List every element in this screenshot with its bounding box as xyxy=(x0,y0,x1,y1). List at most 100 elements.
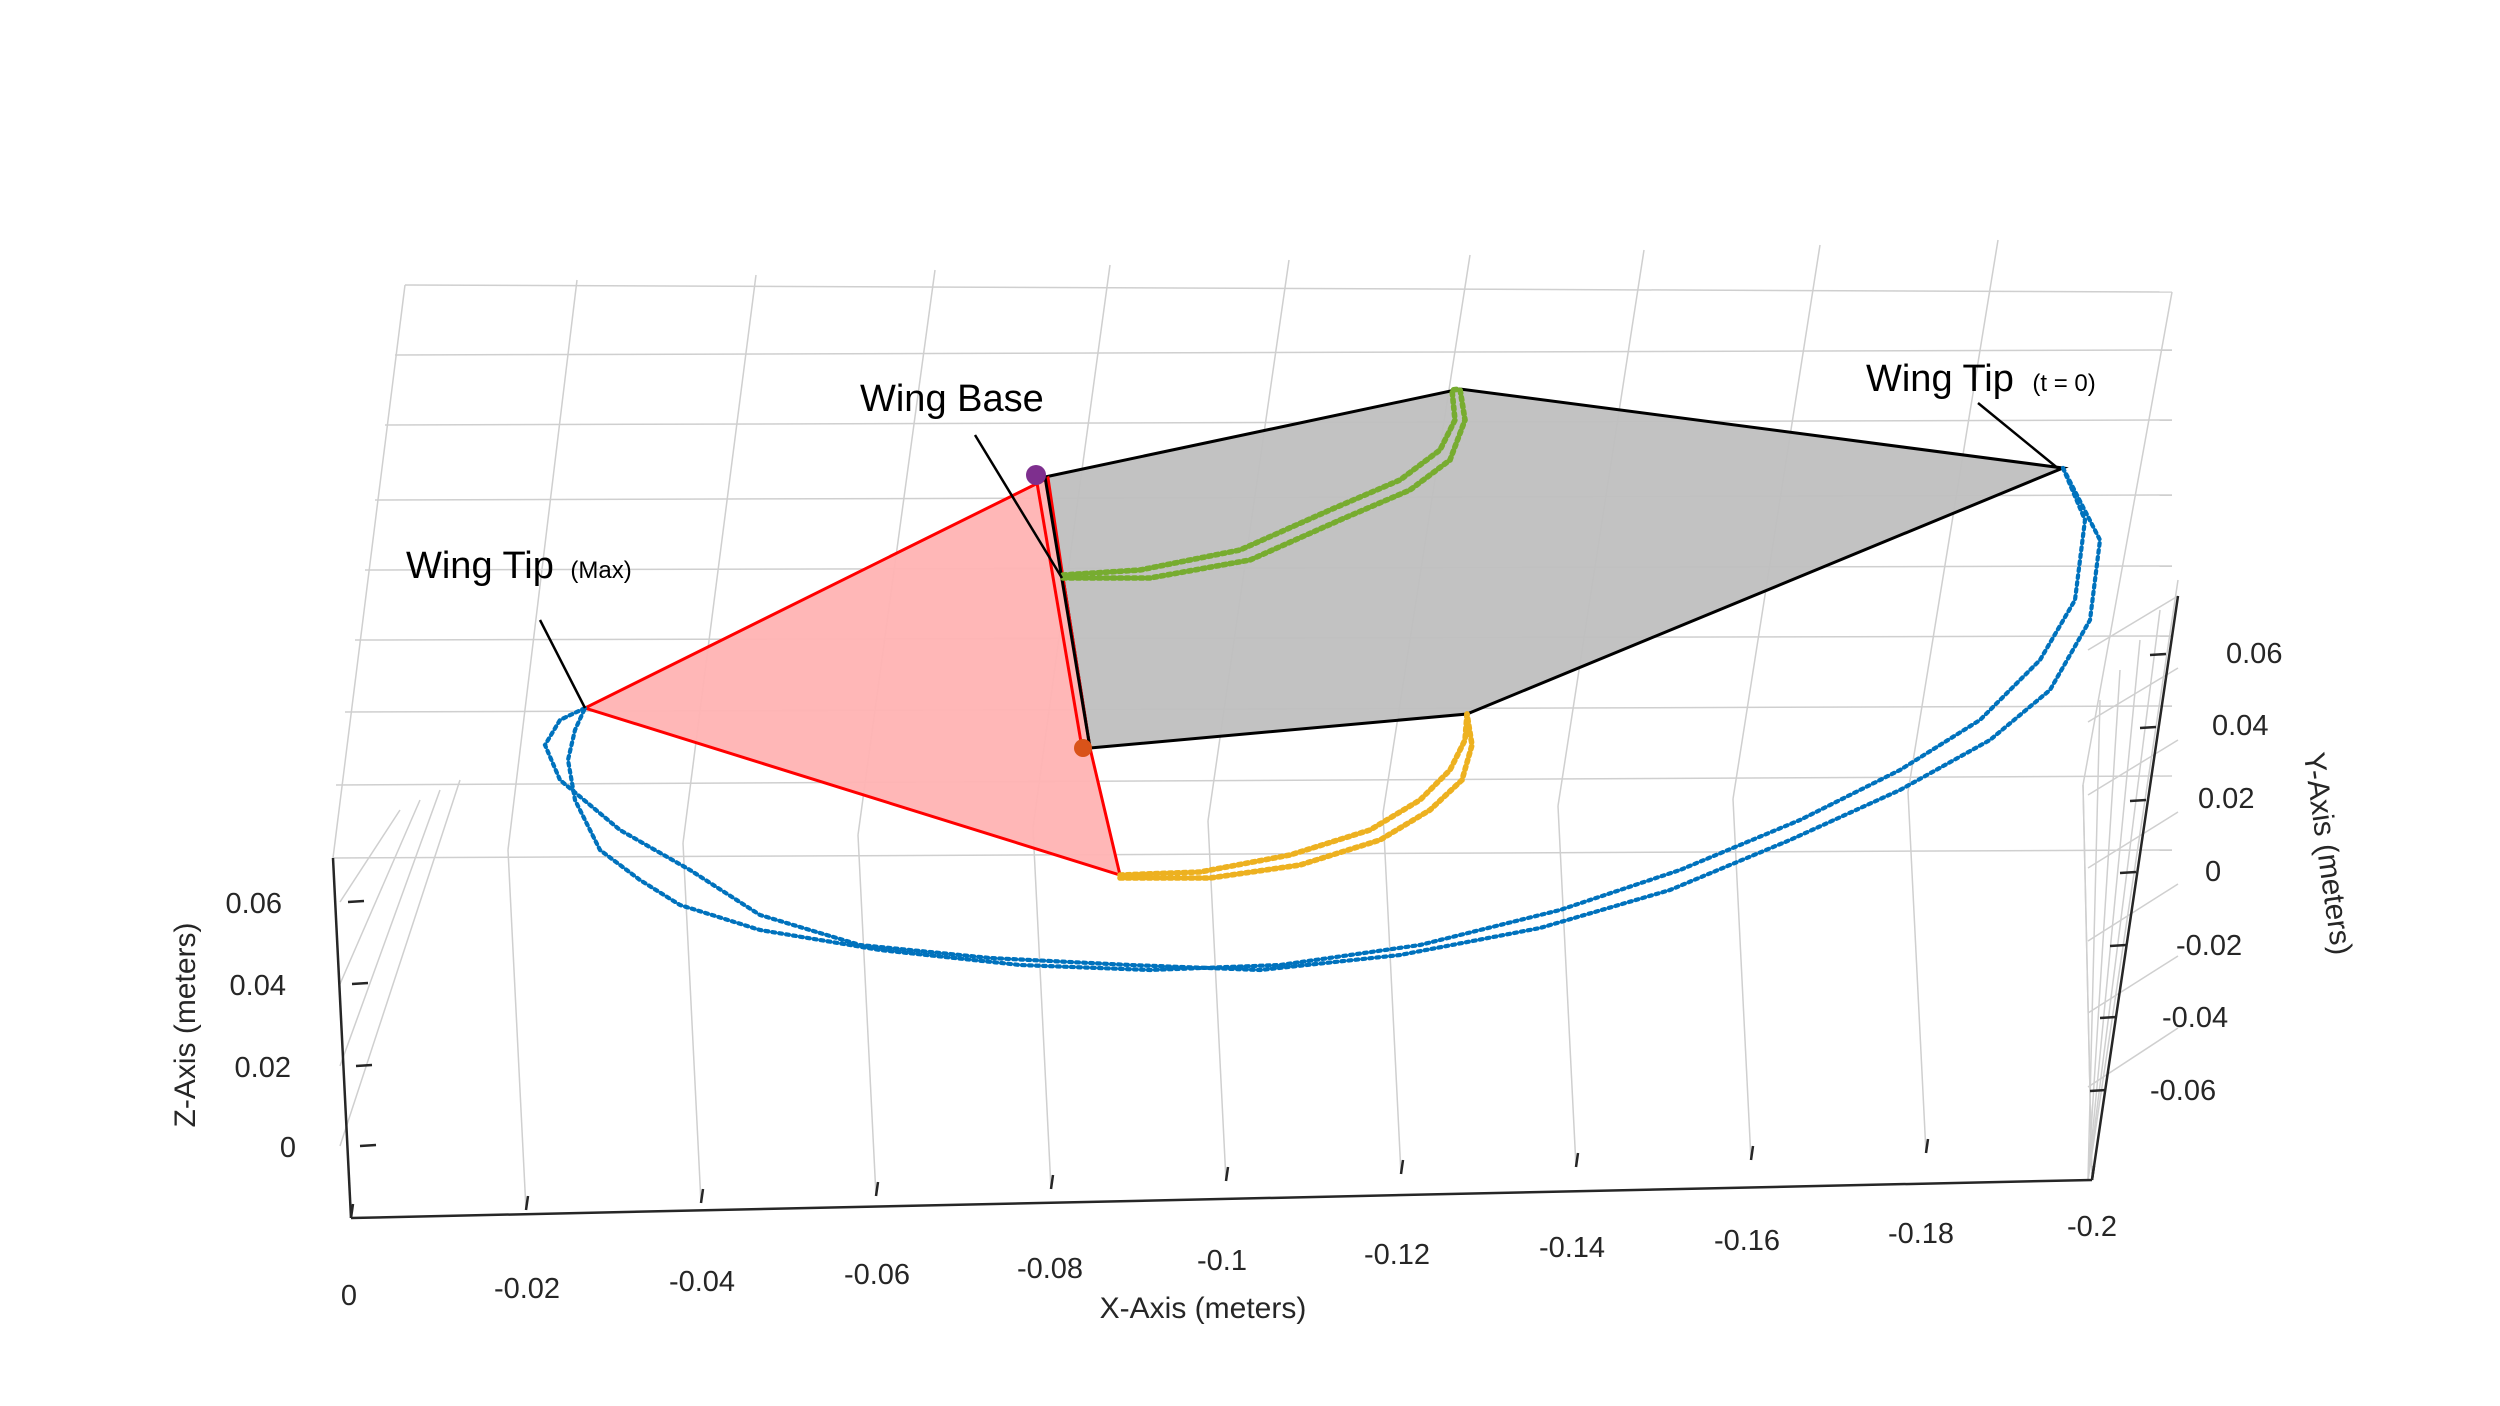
grid-line xyxy=(332,284,406,859)
wing-tip-t0-label: Wing Tip xyxy=(1866,358,2014,400)
wing-tip-trajectory-pass-2 xyxy=(542,465,2103,973)
grid-line xyxy=(2082,784,2093,1181)
grid-line xyxy=(682,274,757,844)
mid-wing-upper-trajectory-pass-2 xyxy=(1060,386,1468,581)
y-tick-mark xyxy=(2109,943,2127,948)
x-tick-label: -0.1 xyxy=(1197,1245,1247,1277)
grid-line xyxy=(2087,811,2179,869)
axis-lines xyxy=(331,595,2180,1220)
grid-line xyxy=(2087,669,2121,1181)
z-axis-line xyxy=(331,857,353,1219)
y-tick-mark xyxy=(2119,870,2137,875)
grid-line xyxy=(2087,883,2179,942)
grid-line xyxy=(339,789,441,1067)
y-tick-label: 0.02 xyxy=(2198,783,2254,815)
grid-line xyxy=(2087,739,2179,796)
grid-line xyxy=(1907,791,1927,1154)
z-tick-mark xyxy=(359,1143,377,1148)
x-tick-mark xyxy=(1924,1138,1930,1154)
x-tick-mark xyxy=(1224,1166,1230,1182)
x-tick-label: -0.04 xyxy=(669,1266,735,1298)
grid-line xyxy=(682,842,702,1204)
trajectory-series xyxy=(542,386,2103,973)
x-tick-mark xyxy=(349,1203,355,1219)
wing-tip-t0-leader xyxy=(1977,402,2061,471)
grid-line xyxy=(2087,609,2161,1181)
grid-line xyxy=(1557,805,1577,1168)
z-tick-label: 0.02 xyxy=(235,1052,291,1084)
grid-line xyxy=(394,349,2173,356)
grid-line xyxy=(1382,812,1402,1175)
x-tick-mark xyxy=(1049,1174,1055,1190)
x-tick-mark xyxy=(874,1181,880,1197)
z-tick-mark xyxy=(347,899,365,904)
y-tick-label: -0.06 xyxy=(2150,1075,2216,1107)
mid-wing-lower-trajectory-pass-2 xyxy=(1117,711,1475,881)
x-tick-label: -0.14 xyxy=(1539,1232,1605,1264)
x-tick-label: -0.08 xyxy=(1017,1253,1083,1285)
grid-line xyxy=(857,834,877,1197)
grid-line xyxy=(332,849,2173,859)
wing-base-leader xyxy=(973,434,1064,579)
x-tick-mark xyxy=(1749,1145,1755,1161)
wing-tip-max-annotation: Wing Tip (Max) xyxy=(406,545,632,587)
grid-line xyxy=(1207,820,1227,1182)
grid-line xyxy=(339,809,401,903)
z-tick-label: 0.04 xyxy=(230,970,286,1002)
x-tick-label: -0.06 xyxy=(844,1259,910,1291)
mid-wing-lower-trajectory-pass-1 xyxy=(1117,711,1470,878)
grid-line xyxy=(384,419,2173,426)
x-tick-mark xyxy=(2090,1165,2096,1181)
x-tick-label: 0 xyxy=(341,1280,357,1312)
grid-line xyxy=(507,279,578,851)
y-axis-ticks: 0.06 0.04 0.02 0 -0.02 -0.04 -0.06 xyxy=(2150,638,2282,1107)
y-tick-label: -0.02 xyxy=(2176,930,2242,962)
y-axis-line xyxy=(2090,595,2180,1181)
z-tick-label: 0 xyxy=(280,1132,296,1164)
x-tick-mark xyxy=(1574,1152,1580,1168)
wing-base-annotation: Wing Base xyxy=(860,378,1044,420)
grid-line xyxy=(2082,291,2173,786)
wing-tip-t0-annotation: Wing Tip (t = 0) xyxy=(1866,358,2096,400)
grid-line xyxy=(1907,239,1999,793)
y-tick-label: -0.04 xyxy=(2162,1002,2228,1034)
mid-wing-upper-trajectory-pass-1 xyxy=(1060,386,1463,578)
grid-line xyxy=(339,779,461,1147)
x-tick-label: -0.2 xyxy=(2067,1211,2117,1243)
y-tick-mark xyxy=(2129,798,2147,803)
grid-line xyxy=(339,799,421,985)
y-tick-mark xyxy=(2149,652,2167,657)
x-axis-ticks: 0 -0.02 -0.04 -0.06 -0.08 -0.1 -0.12 -0.… xyxy=(341,1211,2117,1312)
grid-line xyxy=(404,284,2173,293)
grid-line xyxy=(2087,579,2179,1181)
z-axis-ticks: 0.06 0.04 0.02 0 xyxy=(226,888,296,1164)
y-tick-label: 0.04 xyxy=(2212,710,2268,742)
x-tick-label: -0.18 xyxy=(1888,1218,1954,1250)
wing-tip-max-sublabel: (Max) xyxy=(570,557,631,584)
grid-line xyxy=(2087,595,2179,651)
grid-line xyxy=(1032,827,1052,1190)
z-tick-label: 0.06 xyxy=(226,888,282,920)
wing-spar-t0 xyxy=(1043,476,1092,749)
wing-surface-max xyxy=(580,475,1123,878)
grid-line xyxy=(1732,798,1752,1161)
x-tick-mark xyxy=(699,1188,705,1204)
x-tick-mark xyxy=(524,1195,530,1211)
wing-base-marker xyxy=(1026,465,1046,485)
y-tick-mark xyxy=(2139,725,2157,730)
grid-line xyxy=(335,775,2173,786)
y-axis-label: Y-Axis (meters) xyxy=(2297,750,2358,957)
x-axis-label: X-Axis (meters) xyxy=(1100,1292,1307,1325)
wing-root-marker xyxy=(1074,739,1092,757)
grid-line xyxy=(2087,955,2179,1014)
y-tick-mark xyxy=(2099,1015,2117,1020)
z-tick-mark xyxy=(355,1063,373,1068)
y-tick-mark xyxy=(2089,1088,2107,1093)
x-tick-mark xyxy=(1399,1159,1405,1175)
wing-spar-max xyxy=(1034,476,1084,749)
z-axis-label: Z-Axis (meters) xyxy=(169,923,202,1128)
x-axis-line xyxy=(350,1178,2093,1220)
wing-tip-t0-sublabel: (t = 0) xyxy=(2032,370,2095,397)
wing-tip-max-leader xyxy=(538,619,587,709)
